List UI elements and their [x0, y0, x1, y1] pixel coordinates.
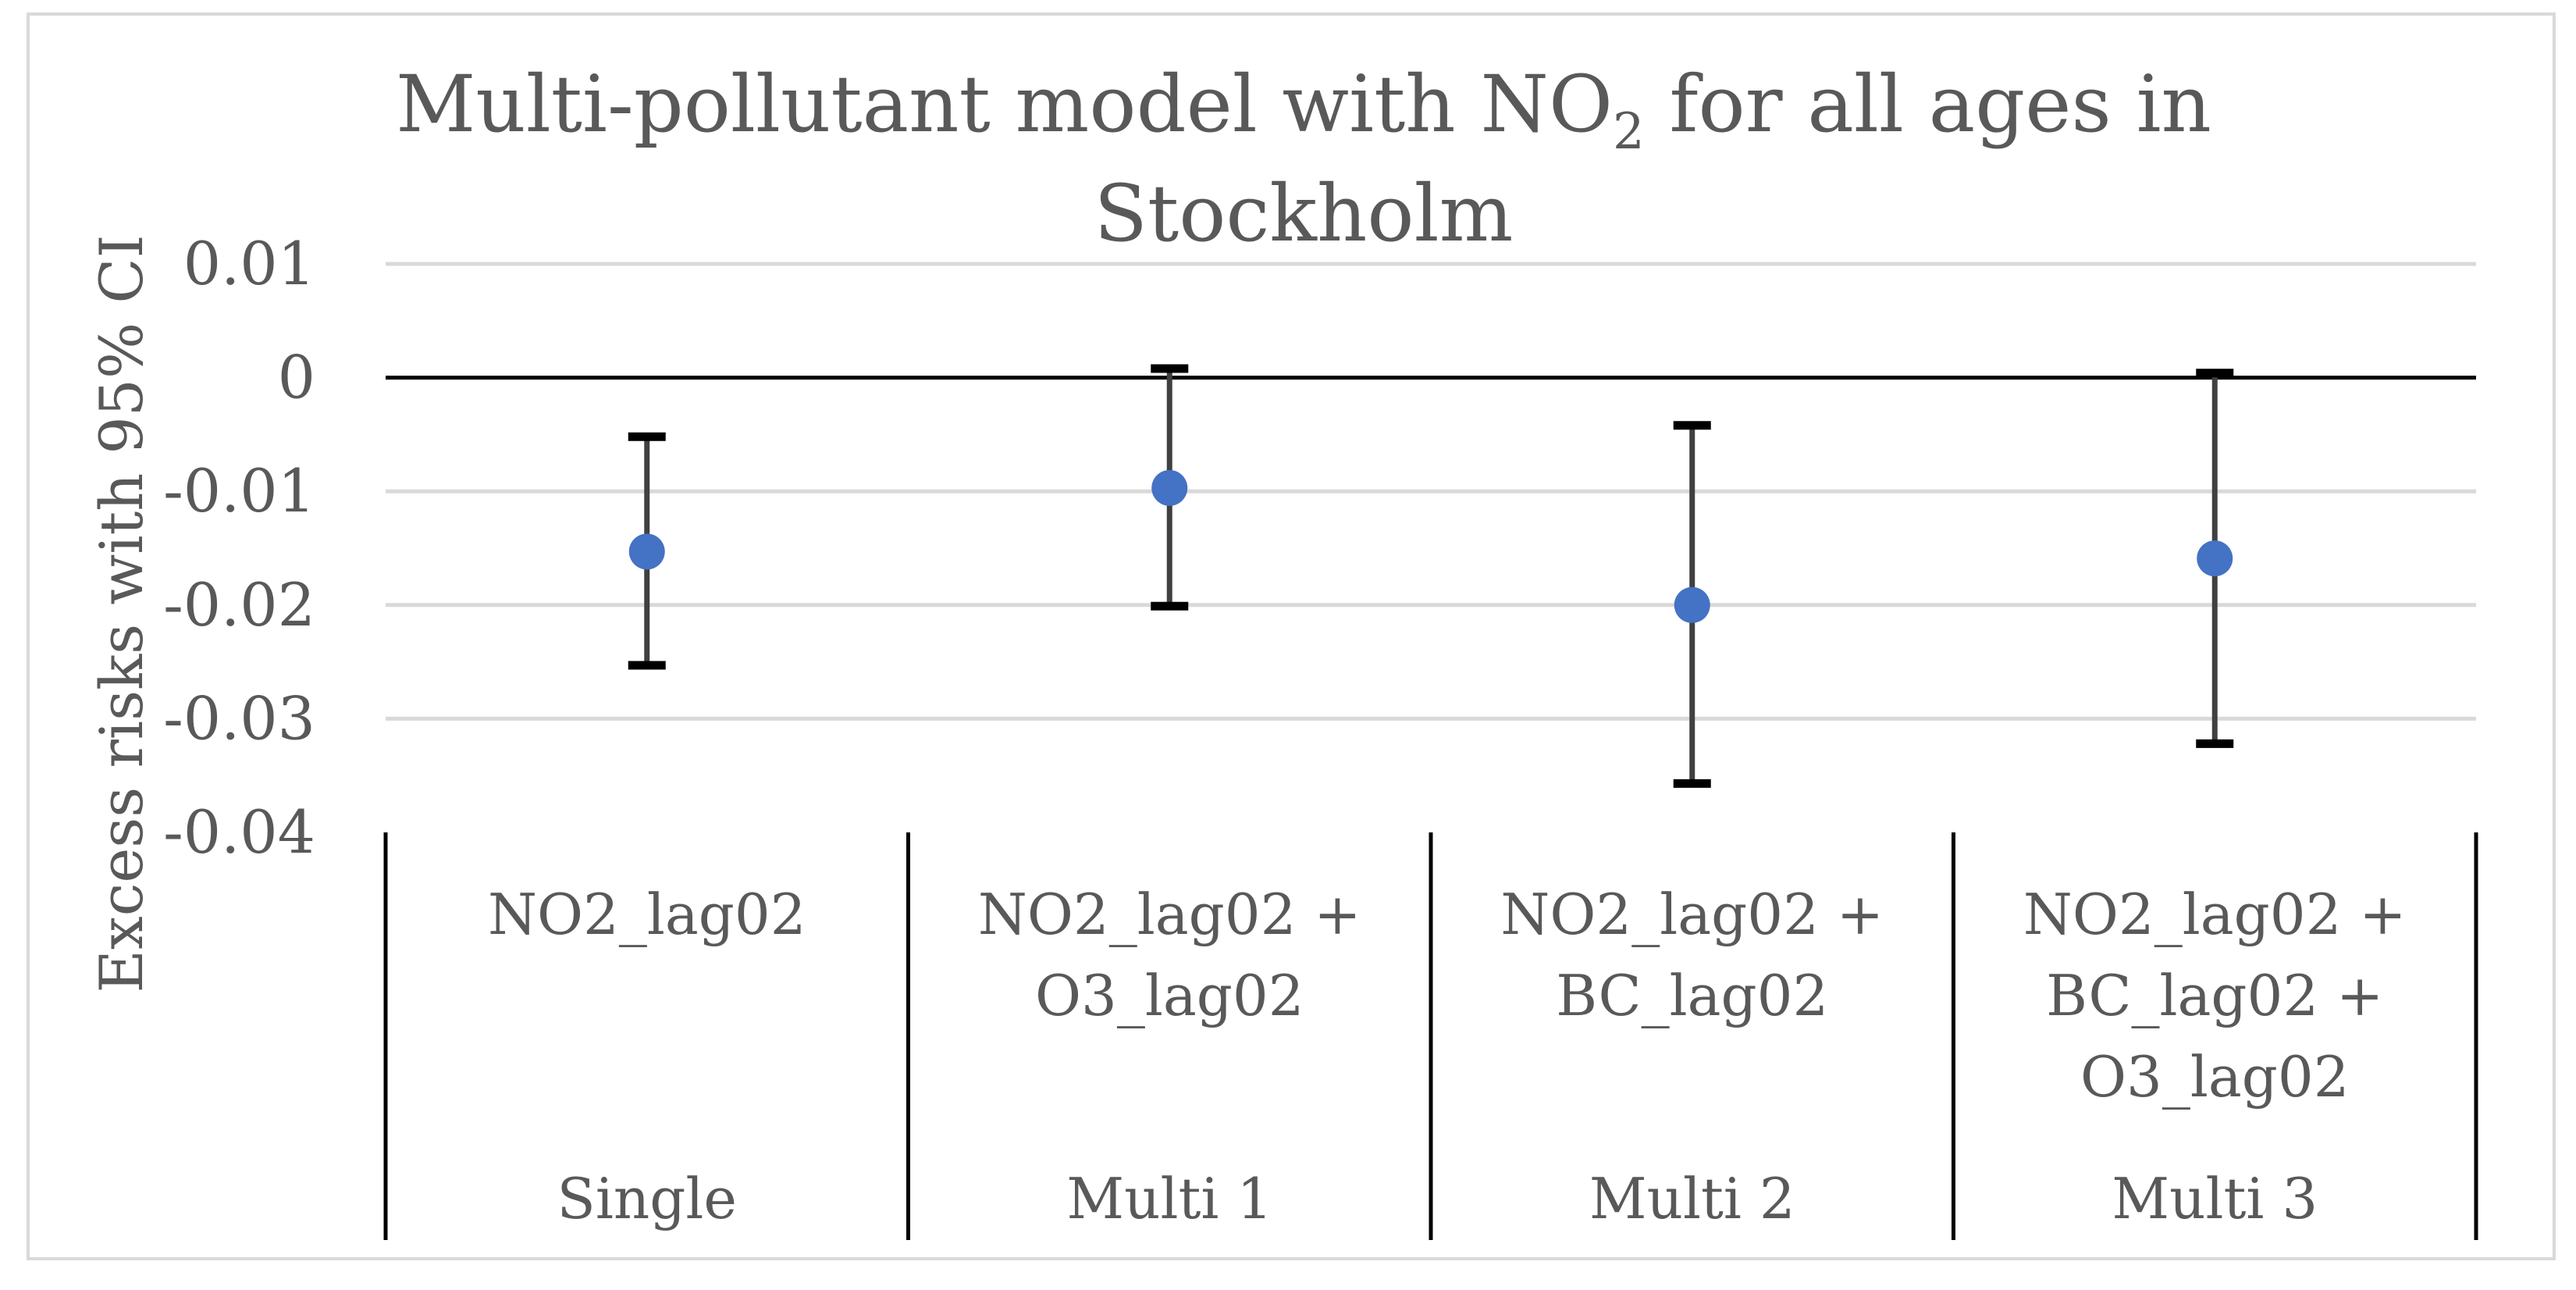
model-label-0: Single	[557, 1166, 737, 1231]
y-tick-label-2: -0.01	[163, 456, 315, 526]
category-label-2-line-0: NO2_lag02 +	[1500, 882, 1884, 947]
chart-title-rest: for all ages in	[1645, 59, 2211, 150]
chart-border	[27, 12, 2556, 1260]
y-tick-label-5: -0.04	[163, 797, 315, 867]
y-tick-label-4: -0.03	[163, 683, 315, 753]
category-label-1-line-0: NO2_lag02 +	[978, 882, 1361, 947]
estimate-point-1	[1151, 469, 1188, 506]
category-label-2-line-1: BC_lag02	[1556, 963, 1828, 1028]
category-label-3-line-2: O3_lag02	[2080, 1044, 2350, 1110]
model-label-1: Multi 1	[1066, 1166, 1272, 1231]
estimate-point-0	[628, 533, 665, 570]
y-tick-label-0: 0.01	[183, 229, 315, 298]
category-label-1-line-1: O3_lag02	[1035, 963, 1304, 1028]
y-axis-label: Excess risks with 95% CI	[87, 234, 156, 992]
model-label-3: Multi 3	[2112, 1166, 2318, 1231]
y-tick-label-3: -0.02	[163, 570, 315, 640]
grid-layer	[386, 262, 2476, 721]
y-tick-labels: 0.01 0 -0.01 -0.02 -0.03 -0.04	[163, 229, 315, 867]
chart-title-main: Multi-pollutant model with NO	[396, 59, 1613, 150]
category-label-3-line-1: BC_lag02 +	[2046, 963, 2383, 1028]
y-tick-label-1: 0	[278, 343, 315, 412]
model-label-2: Multi 2	[1589, 1166, 1795, 1231]
category-label-0-line-0: NO2_lag02	[488, 882, 806, 947]
chart-title-line1: Multi-pollutant model with NO2 for all a…	[396, 59, 2211, 161]
estimate-points	[628, 469, 2233, 623]
estimate-point-2	[1674, 586, 1710, 623]
chart-title-line2: Stockholm	[1094, 168, 1514, 259]
category-label-3-line-0: NO2_lag02 +	[2023, 882, 2407, 947]
estimate-point-3	[2197, 540, 2233, 577]
category-axis: NO2_lag02 Single NO2_lag02 + O3_lag02 Multi …	[383, 832, 2478, 1240]
chart-title-subscript: 2	[1613, 103, 1645, 161]
